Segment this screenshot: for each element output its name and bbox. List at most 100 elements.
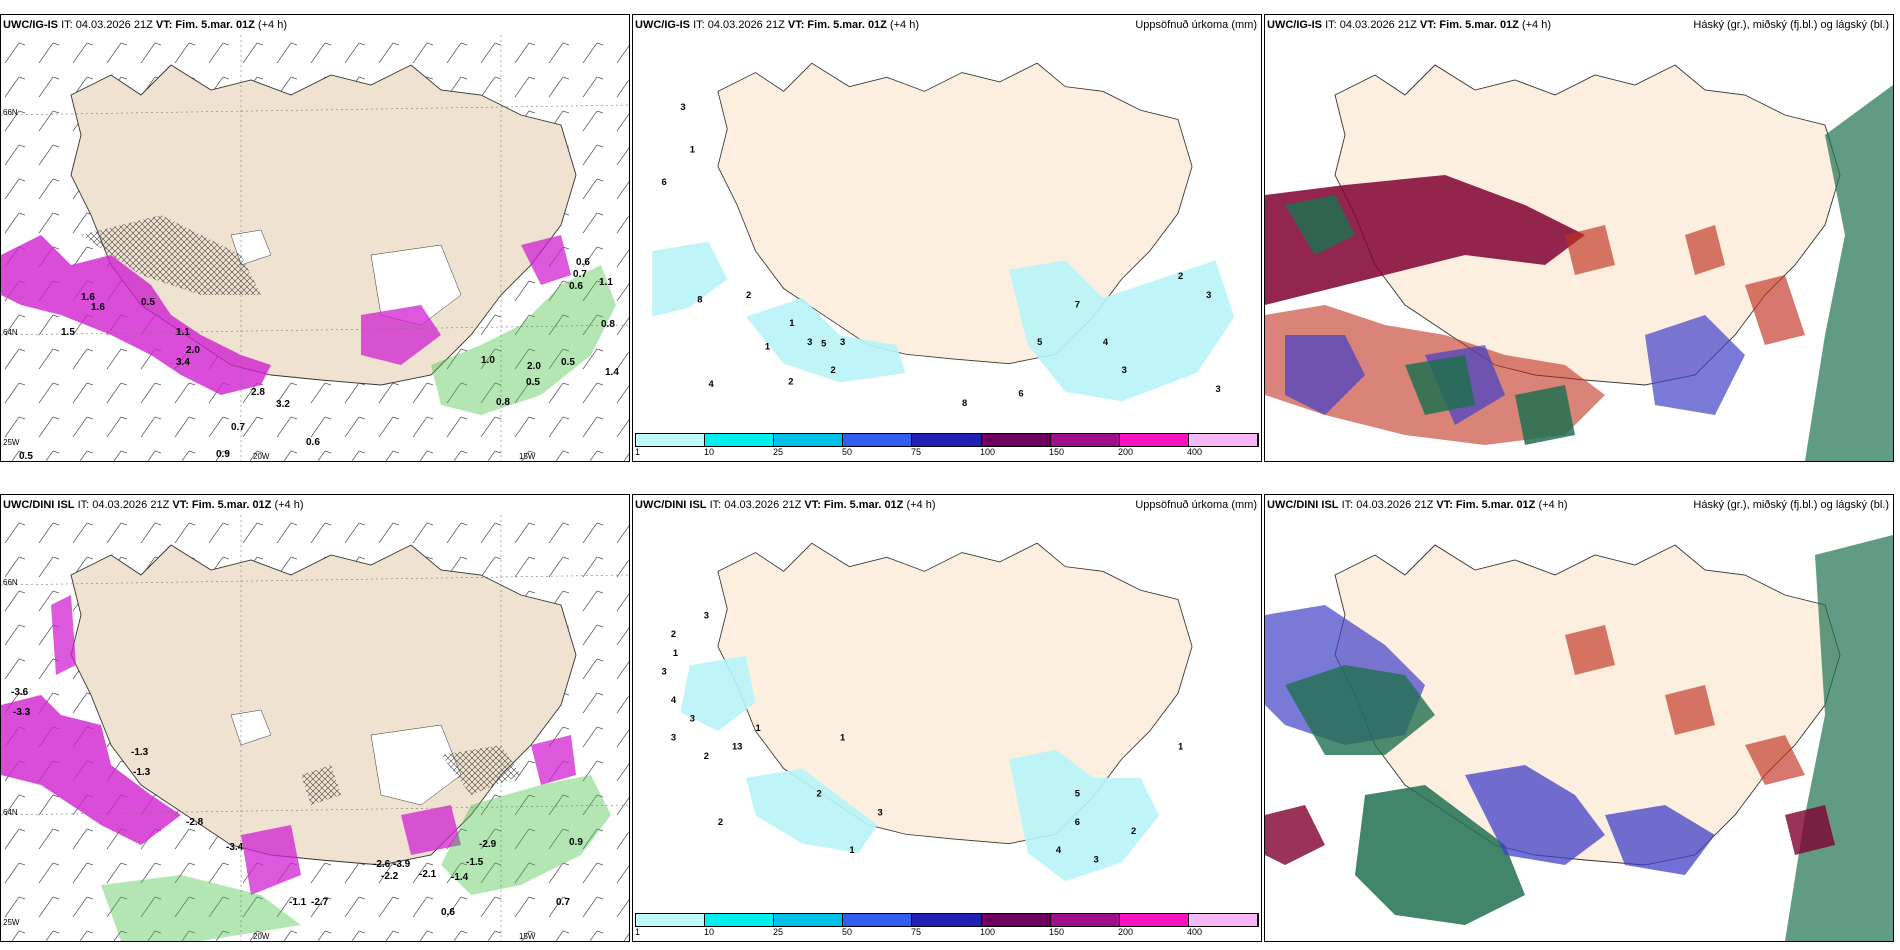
lon-label-15: 15W [519,452,536,461]
value-label: 2 [831,365,836,375]
value-label: 0.8 [496,397,510,408]
value-label: 6 [1018,389,1023,399]
value-label: 5 [1037,337,1042,347]
precip-values: 2 1 3 3 4 3 3 2 13 1 1 2 3 2 1 5 6 4 3 2… [662,610,1184,864]
colorbar-label: 50 [842,927,853,937]
temperature-values: 1.6 1.6 1.5 0.5 1.1 3.4 2.0 2.8 3.2 0.7 … [19,257,619,461]
colorbar-segment [912,914,982,926]
value-label: 2.0 [186,345,200,356]
colorbar-label: 150 [1049,927,1065,937]
value-label: 2 [1131,826,1136,836]
value-label: 1 [1178,742,1183,752]
lon-label-20: 20W [253,452,270,461]
value-label: 3 [878,807,883,817]
value-label: 3.4 [176,357,190,368]
value-label: 13 [732,742,742,752]
value-label: 0.6 [569,281,583,292]
value-label: -2.1 [419,869,437,880]
value-label: 3 [662,667,667,677]
panel-temperature-wind-dini: UWC/DINI ISL IT: 04.03.2026 21Z VT: Fim.… [0,494,630,942]
panel-right-title: Uppsöfnuð úrkoma (mm) [1135,499,1257,511]
colorbar-label: 10 [704,927,715,937]
colorbar-labels: 1 10 25 50 75 100 150 200 400 [635,927,1259,939]
map-clouds [1265,535,1893,941]
value-label: 5 [1075,789,1080,799]
lat-label-66: 66N [3,578,18,587]
value-label: 0.9 [216,449,230,460]
precip-values: 3 1 6 8 2 1 3 5 3 2 1 2 4 8 6 5 7 4 3 2 … [662,102,1221,408]
colorbar-label: 25 [773,927,784,937]
value-label: 1.4 [605,367,619,378]
value-label: 2 [671,629,676,639]
value-label: 3 [807,337,812,347]
value-label: 2 [746,290,751,300]
map-temperature-wind: 66N 64N 25W 20W 15W 1.6 1.6 1.5 0.5 1.1 … [1,35,629,461]
panel-precip-dini: UWC/DINI ISL IT: 04.03.2026 21Z VT: Fim.… [632,494,1262,942]
colorbar-label: 1 [635,927,641,937]
lon-label-25: 25W [3,918,20,927]
colorbar-segment [705,914,775,926]
value-label: -2.6 [373,859,391,870]
lat-label-66: 66N [3,108,18,117]
value-label: 5 [821,339,826,349]
panel-title: UWC/DINI ISL IT: 04.03.2026 21Z VT: Fim.… [3,499,304,511]
colorbar-segment [1119,434,1189,446]
value-label: 3 [840,337,845,347]
lat-label-64: 64N [3,808,18,817]
value-label: 0.7 [231,422,245,433]
panel-clouds-dini: UWC/DINI ISL IT: 04.03.2026 21Z VT: Fim.… [1264,494,1894,942]
value-label: 8 [697,295,702,305]
value-label: 4 [1056,845,1062,855]
colorbar-segment [912,434,982,446]
colorbar-label: 400 [1187,447,1203,457]
value-label: 0.5 [561,357,575,368]
colorbar-label: 100 [980,447,996,457]
colorbar-segment [1119,914,1189,926]
value-label: 0.7 [573,269,587,280]
value-label: 1 [789,318,794,328]
value-label: -3.4 [226,842,244,853]
value-label: 3 [680,102,685,112]
value-label: 8 [962,398,967,408]
panel-temperature-wind-igis: UWC/IG-IS IT: 04.03.2026 21Z VT: Fim. 5.… [0,14,630,462]
value-label: 1.1 [176,327,190,338]
value-label: 2 [788,376,793,386]
value-label: 3 [1206,290,1211,300]
colorbar-segment [843,914,913,926]
purple-band [1,235,271,395]
iceland-land [70,544,577,866]
value-label: 0.9 [569,837,583,848]
map-temperature-wind: 66N 64N 25W 20W 15W -3.6 -3.3 -1.3 -1.3 … [1,515,629,941]
value-label: -2.8 [186,817,204,828]
value-label: -2.7 [311,897,329,908]
precip-colorbar [635,433,1259,447]
value-label: 3.2 [276,399,290,410]
value-label: 4 [671,695,677,705]
value-label: 1.6 [91,302,105,313]
value-label: 1 [849,845,854,855]
map-precip: 2 1 3 3 4 3 3 2 13 1 1 2 3 2 1 5 6 4 3 2… [662,542,1193,882]
value-label: 4 [1103,337,1109,347]
value-label: 0.5 [141,297,155,308]
colorbar-label: 50 [842,447,853,457]
colorbar-label: 25 [773,447,784,457]
value-label: -3.6 [11,687,29,698]
value-label: -1.3 [133,767,151,778]
value-label: 3 [671,732,676,742]
colorbar-label: 75 [911,927,922,937]
lon-label-15: 15W [519,932,536,941]
value-label: 3 [1216,384,1221,394]
colorbar-label: 200 [1118,927,1134,937]
value-label: 0.6 [441,907,455,918]
value-label: 3 [1122,365,1127,375]
value-label: 1.6 [81,292,95,303]
precip-colorbar [635,913,1259,927]
value-label: 6 [1075,817,1080,827]
panel-right-title: Háský (gr.), miðský (fj.bl.) og lágský (… [1693,499,1889,511]
lat-label-64: 64N [3,328,18,337]
value-label: 1.1 [599,277,613,288]
value-label: 2.8 [251,387,265,398]
iceland-land [1334,64,1841,386]
colorbar-label: 150 [1049,447,1065,457]
value-label: 1.5 [61,327,75,338]
